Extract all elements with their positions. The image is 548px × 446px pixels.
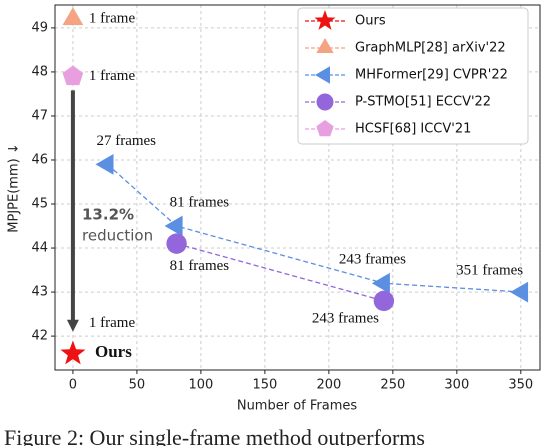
x-tick-label: 300 <box>444 378 469 393</box>
y-tick-label: 46 <box>31 152 48 167</box>
y-tick-label: 49 <box>31 20 48 35</box>
y-tick-label: 48 <box>31 64 48 79</box>
caption: Figure 2: Our single-frame method outper… <box>4 425 425 446</box>
legend-marker <box>316 93 334 111</box>
legend-label: P-STMO[51] ECCV'22 <box>355 95 491 110</box>
y-tick-label: 45 <box>31 197 48 212</box>
series-line <box>107 163 523 293</box>
legend-label: MHFormer[29] CVPR'22 <box>355 68 508 83</box>
y-tick-label: 43 <box>31 285 48 300</box>
x-tick-label: 350 <box>508 378 533 393</box>
reduction-value: 13.2% <box>82 206 134 224</box>
legend-label: GraphMLP[28] arXiv'22 <box>355 41 506 56</box>
ours-label: Ours <box>95 342 132 361</box>
data-point <box>95 154 114 175</box>
point-label: 81 frames <box>170 258 230 274</box>
reduction-text: reduction <box>82 227 153 245</box>
y-tick-label: 44 <box>31 241 48 256</box>
legend: Ours GraphMLP[28] arXiv'22 MHFormer[29] CV… <box>297 7 529 145</box>
y-tick-label: 47 <box>31 108 48 123</box>
data-point <box>60 340 86 365</box>
point-label: 81 frames <box>170 194 230 210</box>
data-point <box>166 233 187 254</box>
x-tick-label: 250 <box>380 378 405 393</box>
x-axis-label: Number of Frames <box>237 399 358 414</box>
point-label: 1 frame <box>89 68 136 84</box>
legend-box <box>297 7 529 145</box>
data-point <box>62 65 84 86</box>
data-point <box>164 215 183 237</box>
y-axis-label: MPJPE(mm) ↓ <box>7 143 22 232</box>
series-line <box>176 243 385 302</box>
point-label: 243 frames <box>312 310 379 326</box>
point-label: 351 frames <box>456 263 523 279</box>
x-tick-label: 200 <box>316 378 341 393</box>
legend-marker <box>316 38 334 53</box>
legend-marker <box>314 10 336 30</box>
legend-label: HCSF[68] ICCV'21 <box>355 122 471 137</box>
x-tick-label: 50 <box>129 378 146 393</box>
data-point <box>373 290 395 312</box>
point-label: 243 frames <box>339 252 406 268</box>
data-point <box>371 272 390 294</box>
data-point <box>62 7 84 26</box>
legend-marker <box>316 120 334 137</box>
x-tick-label: 150 <box>252 378 277 393</box>
point-label: 27 frames <box>96 133 156 149</box>
legend-marker <box>315 66 330 84</box>
legend-label: Ours <box>355 14 386 29</box>
arrow-head <box>66 319 79 332</box>
data-point <box>510 281 529 303</box>
x-tick-label: 100 <box>188 378 213 393</box>
plot-frame <box>54 4 541 371</box>
point-label: 1 frame <box>89 11 136 27</box>
y-tick-label: 42 <box>31 329 48 344</box>
x-tick-label: 0 <box>69 378 77 393</box>
point-label: 1 frame <box>89 315 136 331</box>
